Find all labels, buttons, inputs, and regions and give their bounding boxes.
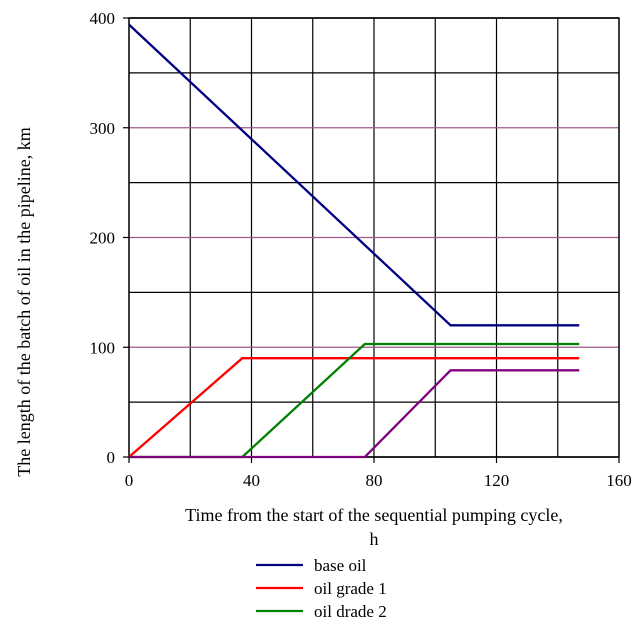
y-tick-label: 400 xyxy=(90,9,116,28)
x-tick-label: 80 xyxy=(366,471,383,490)
legend: base oil oil grade 1 oil drade 2 xyxy=(256,556,387,621)
legend-label: oil grade 1 xyxy=(314,579,387,598)
series-line-4 xyxy=(129,369,580,459)
x-axis-label: Time from the start of the sequential pu… xyxy=(185,505,563,525)
x-tick-label: 40 xyxy=(243,471,260,490)
y-tick-label: 200 xyxy=(90,229,116,248)
y-axis-label: The length of the batch of oil in the pi… xyxy=(14,127,34,476)
y-tick-label: 100 xyxy=(90,338,116,357)
series-line-1 xyxy=(128,23,580,327)
y-tick-label: 0 xyxy=(107,448,116,467)
legend-label: oil drade 2 xyxy=(314,602,387,621)
x-tick-label: 160 xyxy=(606,471,632,490)
x-axis-unit: h xyxy=(370,529,379,549)
legend-label: base oil xyxy=(314,556,367,575)
y-tick-label: 300 xyxy=(90,119,116,138)
series-line-2 xyxy=(128,357,580,458)
tick-labels: 0 40 80 120 160 0 100 200 300 400 xyxy=(90,9,632,490)
x-tick-label: 120 xyxy=(484,471,510,490)
grid xyxy=(128,17,620,458)
series-line-3 xyxy=(129,342,580,459)
series-lines xyxy=(128,23,580,459)
x-tick-label: 0 xyxy=(125,471,134,490)
